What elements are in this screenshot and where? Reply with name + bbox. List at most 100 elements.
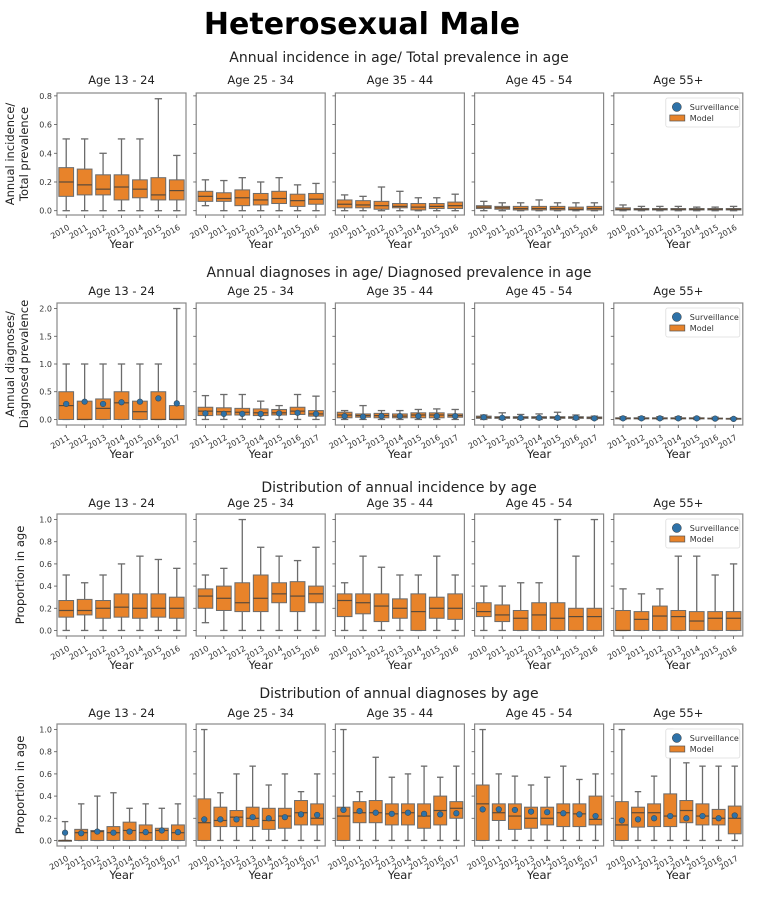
surveillance-point — [517, 414, 524, 421]
box-iqr — [725, 611, 742, 631]
x-tick-label: 2017 — [716, 433, 738, 451]
legend-model-swatch — [669, 745, 686, 753]
legend-model-label: Model — [690, 114, 714, 123]
box-2013 — [392, 574, 408, 632]
surveillance-point — [220, 410, 227, 418]
box-2010 — [615, 588, 631, 632]
box-2016 — [586, 518, 603, 632]
box-2011 — [336, 409, 353, 421]
y-tick-label: 2.0 — [39, 305, 52, 314]
surveillance-point — [239, 410, 246, 418]
surveillance-point — [591, 415, 598, 422]
surveillance-point — [618, 817, 625, 824]
box-2012 — [652, 588, 668, 632]
panel-4: Age 45 - 542011201220132014201520162017Y… — [467, 284, 605, 461]
panel-5: Age 55+2010201120122013201420152016YearS… — [606, 496, 744, 672]
surveillance-point — [404, 809, 412, 816]
panel-title: Age 35 - 44 — [367, 706, 434, 720]
box-2012 — [234, 518, 251, 632]
panel-frame — [334, 723, 465, 847]
y-tick-label: 0.0 — [39, 836, 52, 845]
box-2011 — [494, 585, 511, 632]
box-2015 — [417, 765, 432, 842]
box-iqr — [568, 607, 584, 631]
legend-surveillance-marker — [672, 312, 682, 322]
box-2017 — [449, 765, 464, 842]
panel-3: Age 35 - 442010201120122013201420152016Y… — [327, 73, 465, 251]
box-iqr — [679, 800, 694, 824]
panel-title: Age 13 - 24 — [88, 284, 155, 298]
y-tick-label: 0.8 — [39, 748, 52, 757]
box-iqr — [271, 582, 287, 604]
box-2013 — [113, 563, 130, 632]
box-iqr — [252, 574, 269, 613]
box-2017 — [725, 415, 742, 423]
legend-model-label: Model — [690, 535, 714, 544]
x-axis-label: Year — [387, 237, 413, 251]
box-2012 — [507, 775, 522, 842]
surveillance-point — [495, 806, 502, 813]
box-2014 — [410, 574, 427, 632]
y-axis-label: Annual diagnoses/ — [3, 311, 17, 417]
surveillance-point — [99, 400, 107, 408]
x-axis-label: Year — [665, 447, 691, 461]
surveillance-point — [217, 816, 224, 823]
surveillance-point — [294, 409, 301, 416]
x-axis-label: Year — [248, 658, 274, 672]
panel-title: Age 35 - 44 — [367, 73, 434, 87]
legend: Surveillance Model — [665, 518, 741, 549]
y-tick-label: 0.8 — [39, 538, 52, 547]
box-2011 — [58, 363, 75, 421]
box-2011 — [215, 179, 232, 212]
x-axis-label: Year — [248, 868, 274, 882]
y-tick-label: 0.8 — [39, 92, 52, 101]
panel-title: Age 45 - 54 — [506, 706, 573, 720]
legend-surveillance-label: Surveillance — [690, 103, 739, 112]
box-2011 — [197, 394, 214, 421]
y-tick-label: 0.4 — [39, 149, 52, 158]
box-2012 — [234, 177, 251, 212]
box-2012 — [368, 756, 383, 842]
box-iqr — [113, 391, 130, 420]
box-2016 — [447, 574, 464, 632]
box-iqr — [234, 582, 251, 613]
surveillance-point — [560, 810, 567, 817]
x-axis-label: Year — [387, 658, 413, 672]
panel-title: Age 55+ — [653, 73, 703, 87]
box-2015 — [289, 559, 306, 632]
box-iqr — [168, 179, 185, 201]
box-2013 — [670, 555, 687, 632]
box-2015 — [568, 202, 584, 212]
surveillance-point — [656, 415, 663, 422]
panel-title: Age 25 - 34 — [227, 706, 294, 720]
x-tick-label: 2016 — [299, 644, 321, 662]
x-tick-label: 2017 — [160, 433, 182, 451]
y-tick-label: 0.0 — [39, 415, 52, 424]
box-2010 — [475, 585, 492, 632]
surveillance-point — [675, 415, 682, 422]
surveillance-point — [126, 828, 133, 835]
surveillance-point — [511, 806, 519, 814]
box-2016 — [154, 807, 169, 842]
y-tick-label: 0.4 — [39, 582, 52, 591]
box-iqr — [95, 174, 111, 196]
box-2014 — [122, 807, 137, 842]
box-2016 — [707, 415, 724, 422]
x-tick-label: 2016 — [716, 223, 738, 241]
box-2012 — [95, 574, 111, 632]
box-2017 — [170, 803, 185, 842]
surveillance-point — [118, 399, 125, 406]
x-tick-label: 2017 — [578, 854, 600, 872]
panel-5: Age 55+20102011201220132014201520162017Y… — [605, 706, 744, 882]
x-axis-label: Year — [665, 868, 691, 882]
row-title: Annual incidence in age/ Total prevalenc… — [229, 50, 568, 66]
y-tick-label: 0.6 — [39, 121, 52, 130]
box-2014 — [549, 518, 566, 632]
box-iqr — [586, 607, 603, 631]
x-tick-label: 2017 — [300, 854, 322, 872]
x-axis-label: Year — [108, 658, 134, 672]
box-2011 — [74, 803, 89, 842]
surveillance-point — [499, 414, 506, 421]
surveillance-point — [479, 806, 486, 813]
box-2015 — [271, 404, 287, 421]
